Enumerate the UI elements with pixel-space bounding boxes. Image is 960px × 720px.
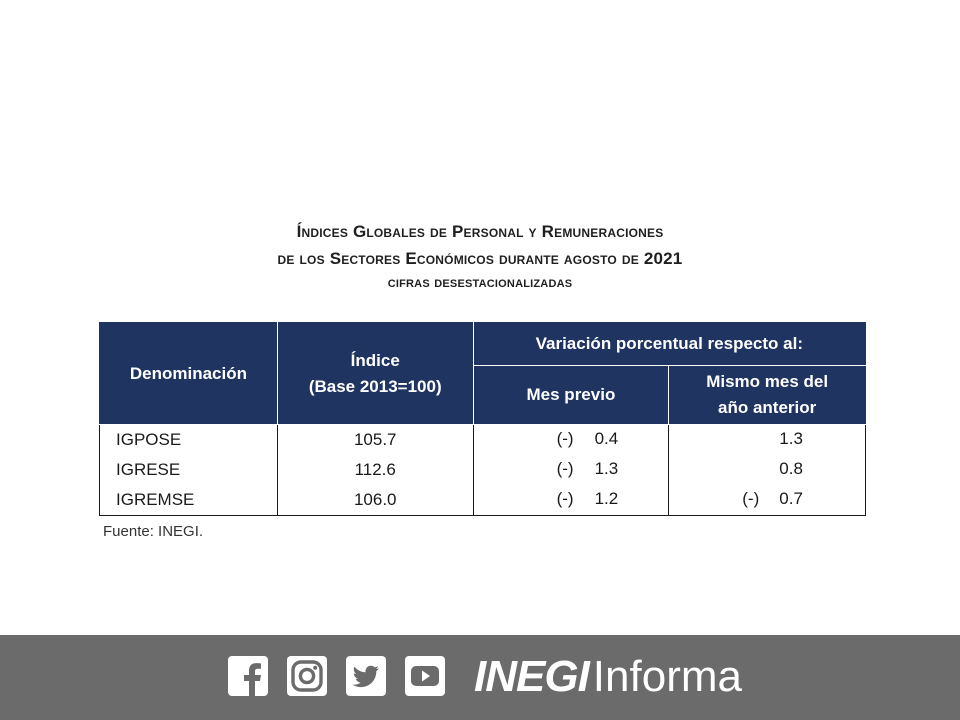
row-name: IGREMSE: [99, 485, 278, 516]
negative-sign: (-): [556, 429, 574, 448]
table-row: IGRESE 112.6 (-) 1.3 0.8: [99, 455, 866, 485]
title-line-1: Índices Globales de Personal y Remunerac…: [296, 222, 664, 241]
header-indice: Índice (Base 2013=100): [276, 322, 474, 425]
header-mismo-mes: Mismo mes del año anterior: [668, 365, 866, 425]
title-line-2: de los Sectores Económicos durante agost…: [277, 249, 683, 268]
anual-value: 1.3: [779, 429, 803, 448]
header-indice-line2: (Base 2013=100): [308, 376, 442, 396]
row-indice: 106.0: [276, 485, 474, 516]
row-indice: 105.7: [276, 424, 474, 455]
title-line-3: cifras desestacionalizadas: [387, 274, 573, 291]
negative-sign: (-): [556, 459, 574, 478]
inegi-informa-logo: INEGIInforma: [474, 653, 742, 701]
row-anual: (-) 0.7: [668, 485, 866, 516]
row-mes-previo: (-) 1.3: [472, 455, 670, 485]
header-mes-previo: Mes previo: [472, 365, 670, 425]
youtube-icon[interactable]: [405, 656, 445, 696]
facebook-icon[interactable]: [228, 656, 268, 696]
mes-previo-value: 1.3: [594, 459, 619, 478]
anual-value: 0.8: [779, 459, 803, 478]
anual-value: 0.7: [779, 489, 803, 508]
header-mismo-mes-line1: Mismo mes del: [706, 372, 829, 391]
row-name: IGPOSE: [99, 424, 278, 455]
source-note: Fuente: INEGI.: [103, 523, 204, 540]
instagram-icon[interactable]: [287, 656, 327, 696]
negative-sign: (-): [556, 489, 574, 508]
table-row: IGREMSE 106.0 (-) 1.2 (-) 0.7: [99, 485, 866, 516]
row-anual: 0.8: [668, 455, 866, 485]
mes-previo-value: 1.2: [594, 489, 619, 508]
row-anual: 1.3: [668, 424, 866, 455]
header-mismo-mes-line2: año anterior: [718, 398, 817, 417]
row-mes-previo: (-) 0.4: [472, 424, 670, 455]
brand-light: Informa: [592, 652, 742, 701]
header-denominacion: Denominación: [99, 322, 278, 425]
row-indice: 112.6: [276, 455, 474, 485]
header-variacion: Variación porcentual respecto al:: [472, 322, 867, 366]
mes-previo-value: 0.4: [594, 429, 619, 448]
brand-bold: INEGI: [474, 652, 590, 701]
row-name: IGRESE: [99, 455, 278, 485]
header-indice-line1: Índice: [350, 350, 400, 370]
table-row: IGPOSE 105.7 (-) 0.4 1.3: [99, 424, 866, 455]
indices-table: Denominación Índice (Base 2013=100) Vari…: [99, 322, 867, 516]
row-mes-previo: (-) 1.2: [472, 485, 670, 516]
footer-bar: INEGIInforma: [0, 635, 960, 720]
twitter-icon[interactable]: [346, 656, 386, 696]
report-title: Índices Globales de Personal y Remunerac…: [0, 218, 960, 294]
negative-sign: (-): [742, 489, 760, 508]
